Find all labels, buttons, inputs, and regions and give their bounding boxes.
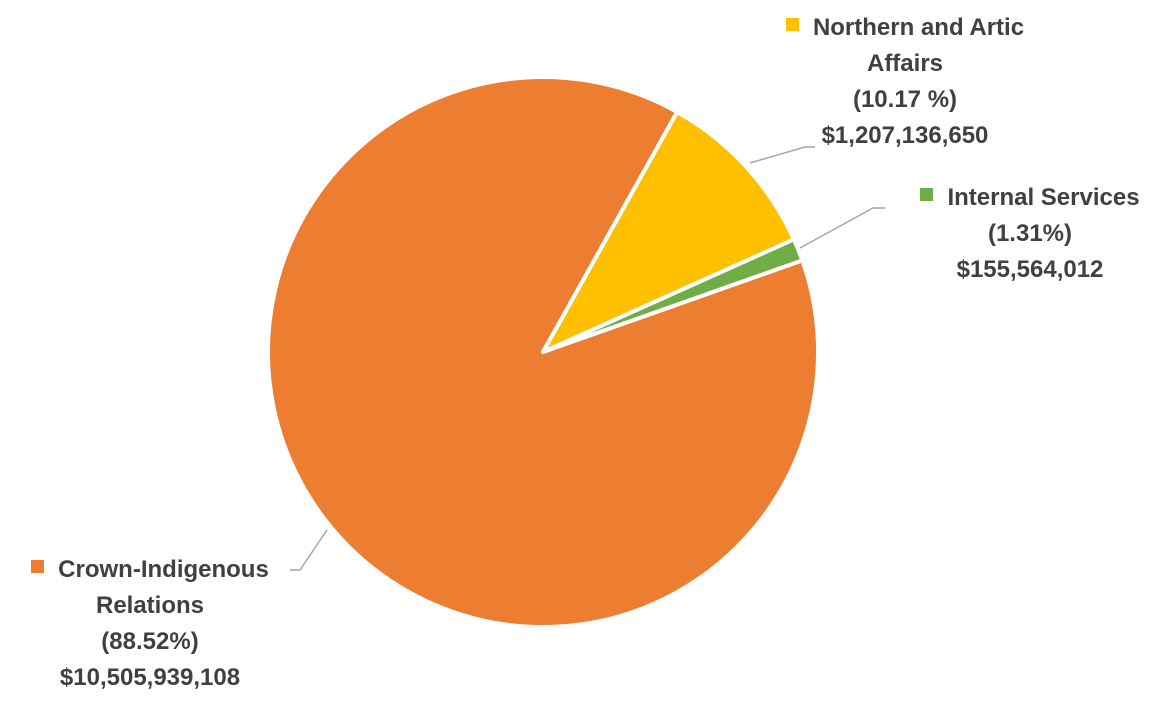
legend-swatch [920,188,934,201]
slice-label: Northern and Artic Affairs (10.17 %) $1,20… [755,10,1055,154]
category: Northern and Artic Affairs [812,14,1025,77]
category: Internal Services [947,184,1140,211]
leader-line [799,207,885,249]
slice-label: Internal Services (1.31%) $155,564,012 [900,180,1160,288]
amount-label: $1,207,136,650 [821,122,989,149]
leader-line [749,146,815,164]
amount-label: $155,564,012 [956,256,1104,283]
category: Crown-Indigenous Relations [58,556,269,619]
leader-line [290,529,328,571]
legend-swatch [785,18,799,31]
pie-slice [541,109,796,354]
amount-label: $10,505,939,108 [59,664,241,691]
percent-label: (88.52%) [101,628,199,655]
percent-label: (1.31%) [987,220,1073,247]
slice-label: Crown-Indigenous Relations (88.52%) $10,50… [15,552,285,696]
percent-label: (10.17 %) [852,86,958,113]
legend-swatch [31,560,45,573]
